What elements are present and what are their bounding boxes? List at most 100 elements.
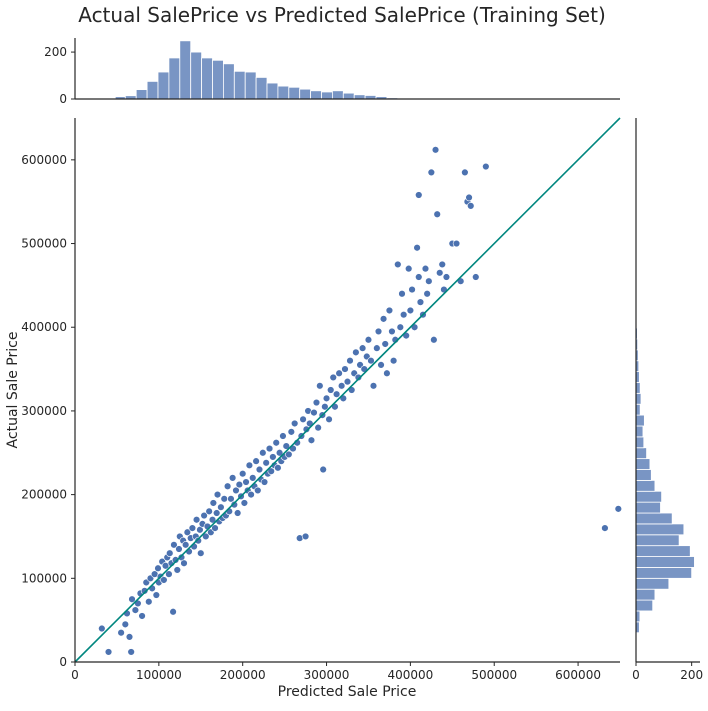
x-histogram-bar xyxy=(179,40,192,100)
scatter-point xyxy=(388,327,396,336)
x-histogram-bar xyxy=(190,51,203,100)
scatter-point xyxy=(374,327,383,336)
scatter-point xyxy=(379,315,388,323)
scatter-point xyxy=(299,415,307,423)
scatter-point xyxy=(314,423,322,432)
y-tick-label: 200000 xyxy=(21,488,67,502)
scatter-point xyxy=(433,210,441,218)
scatter-point xyxy=(301,532,310,541)
scatter-point xyxy=(209,499,218,507)
scatter-point xyxy=(232,486,240,495)
x-histogram-bar xyxy=(233,70,246,100)
scatter-point xyxy=(373,344,381,352)
scatter-point xyxy=(238,469,247,478)
y-histogram-bar xyxy=(635,479,656,492)
scatter-point xyxy=(220,495,228,503)
scatter-point xyxy=(302,425,311,434)
scatter-point xyxy=(154,564,162,572)
x-axis-label: Predicted Sale Price xyxy=(278,684,417,700)
x-tick-label: 100000 xyxy=(136,668,182,682)
scatter-point xyxy=(316,382,324,390)
x-histogram-bar xyxy=(201,57,213,100)
scatter-point xyxy=(242,478,250,486)
scatter-point xyxy=(399,310,408,319)
scatter-point xyxy=(381,340,389,348)
scatter-point xyxy=(421,264,430,273)
scatter-point xyxy=(312,398,321,407)
scatter-point xyxy=(436,269,444,277)
scatter-point xyxy=(230,500,239,509)
scatter-point xyxy=(614,505,623,513)
scatter-point xyxy=(310,408,318,417)
scatter-point xyxy=(267,467,275,475)
scatter-point xyxy=(228,474,237,482)
scatter-point xyxy=(211,524,219,532)
scatter-point xyxy=(405,264,413,273)
marginal-y-tick-label: 0 xyxy=(632,668,640,682)
scatter-point xyxy=(128,595,136,603)
scatter-point xyxy=(431,146,440,154)
scatter-point xyxy=(341,365,349,373)
scatter-point xyxy=(175,545,183,553)
x-histogram-bar xyxy=(255,77,268,100)
y-histogram-bar xyxy=(635,599,654,612)
x-histogram-bar xyxy=(353,94,366,100)
scatter-point xyxy=(104,648,113,656)
scatter-point xyxy=(332,390,341,398)
scatter-point xyxy=(396,323,405,331)
y-histogram-bar xyxy=(635,567,693,579)
y-histogram-bar xyxy=(635,469,652,481)
y-tick-label: 0 xyxy=(59,655,67,669)
y-tick-label: 500000 xyxy=(21,237,67,251)
x-histogram-bar xyxy=(266,82,279,100)
scatter-point xyxy=(377,361,385,369)
scatter-point xyxy=(205,507,213,516)
scatter-point xyxy=(369,382,378,390)
scatter-point xyxy=(217,503,225,511)
scatter-point xyxy=(423,290,431,298)
scatter-point xyxy=(131,606,140,614)
scatter-point xyxy=(398,290,406,298)
scatter-point xyxy=(413,244,421,252)
x-tick-label: 400000 xyxy=(387,668,433,682)
y-histogram-bar xyxy=(635,447,647,460)
scatter-point xyxy=(269,453,277,461)
y-histogram-bar xyxy=(635,577,670,590)
scatter-point xyxy=(337,382,346,390)
y-histogram-bar xyxy=(635,403,641,416)
scatter-point xyxy=(169,608,177,616)
scatter-point xyxy=(438,260,446,269)
scatter-point xyxy=(260,478,269,486)
scatter-point xyxy=(200,511,208,520)
x-histogram-bar xyxy=(321,91,333,100)
scatter-point xyxy=(601,524,609,532)
scatter-point xyxy=(290,419,299,428)
scatter-point xyxy=(202,532,210,541)
marginal-x-tick-label: 200 xyxy=(44,45,67,59)
scatter-point xyxy=(343,377,352,386)
axes: 0 100000 200000 300000 400000 500000 600000 0 10… xyxy=(21,118,620,682)
scatter-point xyxy=(472,273,480,281)
scatter-point xyxy=(335,369,343,377)
scatter-point xyxy=(272,439,280,447)
scatter-point xyxy=(406,306,415,315)
y-tick-label: 400000 xyxy=(21,320,67,334)
scatter-point xyxy=(166,549,174,557)
scatter-point xyxy=(430,336,438,344)
scatter-point xyxy=(213,490,222,499)
scatter-point xyxy=(255,465,264,474)
marginal-y-histogram: 0 200 xyxy=(632,118,703,682)
x-histogram-bar xyxy=(310,90,322,100)
scatter-point xyxy=(233,509,242,517)
scatter-point xyxy=(138,612,146,620)
scatter-point xyxy=(461,168,469,177)
scatter-point xyxy=(180,559,188,567)
scatter-point xyxy=(327,386,335,394)
scatter-point xyxy=(165,570,173,578)
scatter-point xyxy=(321,403,329,411)
scatter-point xyxy=(98,624,106,633)
scatter-point xyxy=(183,528,192,536)
y-axis-label: Actual Sale Price xyxy=(5,332,21,449)
scatter-point xyxy=(346,357,354,365)
x-histogram-bar xyxy=(244,71,257,100)
